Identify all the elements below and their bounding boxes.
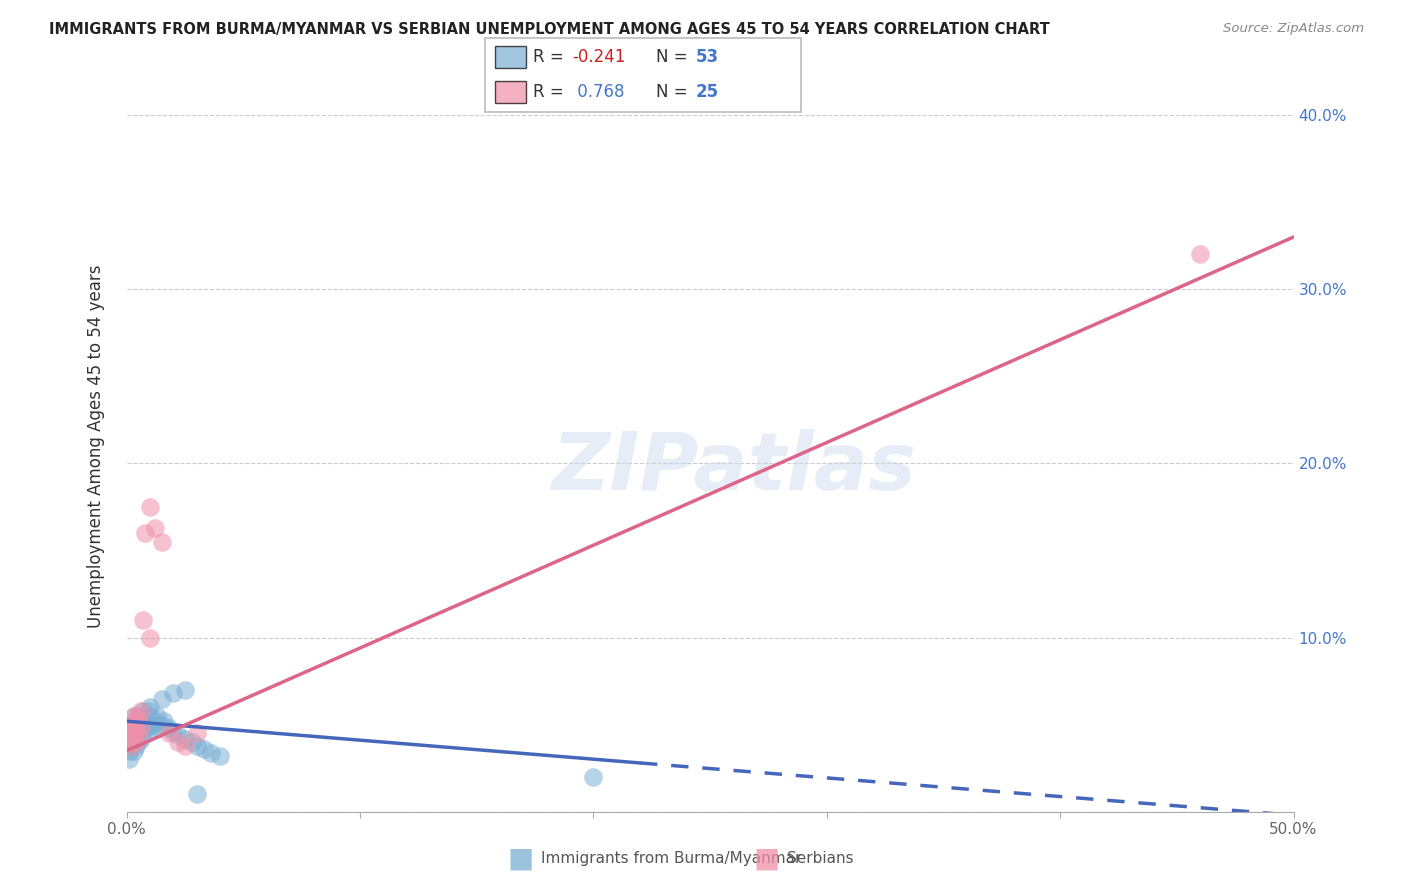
- Text: R =: R =: [533, 48, 568, 66]
- Point: [125, 714, 148, 728]
- Point: [127, 717, 149, 731]
- Text: 25: 25: [696, 83, 718, 101]
- Point: [120, 726, 142, 740]
- Text: ■: ■: [508, 844, 533, 872]
- Point: [174, 731, 197, 746]
- Point: [127, 726, 149, 740]
- Point: [129, 731, 152, 746]
- FancyBboxPatch shape: [485, 38, 801, 112]
- Point: [157, 721, 180, 735]
- Point: [157, 726, 180, 740]
- Point: [125, 739, 148, 753]
- Point: [193, 742, 215, 756]
- Point: [122, 735, 145, 749]
- Text: ■: ■: [754, 844, 779, 872]
- Point: [120, 717, 142, 731]
- Point: [186, 787, 208, 801]
- Point: [143, 714, 166, 728]
- Point: [122, 744, 145, 758]
- Point: [122, 709, 145, 723]
- Text: R =: R =: [533, 83, 568, 101]
- Point: [122, 721, 145, 735]
- Point: [125, 735, 148, 749]
- Point: [146, 709, 169, 723]
- Point: [134, 721, 156, 735]
- Point: [1189, 247, 1212, 261]
- Point: [118, 752, 141, 766]
- Point: [122, 717, 145, 731]
- Point: [129, 721, 152, 735]
- Text: N =: N =: [655, 83, 693, 101]
- Point: [200, 746, 222, 760]
- Point: [127, 726, 149, 740]
- Point: [148, 721, 170, 735]
- Point: [174, 739, 197, 753]
- Point: [120, 739, 142, 753]
- Point: [132, 726, 155, 740]
- Point: [132, 613, 155, 627]
- Point: [118, 735, 141, 749]
- Point: [118, 735, 141, 749]
- Point: [134, 709, 156, 723]
- Point: [139, 631, 162, 645]
- Text: IMMIGRANTS FROM BURMA/MYANMAR VS SERBIAN UNEMPLOYMENT AMONG AGES 45 TO 54 YEARS : IMMIGRANTS FROM BURMA/MYANMAR VS SERBIAN…: [49, 22, 1050, 37]
- Point: [153, 714, 176, 728]
- Point: [125, 731, 148, 746]
- Point: [120, 739, 142, 753]
- Point: [132, 704, 155, 718]
- Text: 53: 53: [696, 48, 718, 66]
- Point: [127, 709, 149, 723]
- Point: [208, 749, 231, 764]
- Point: [136, 704, 159, 718]
- Point: [162, 686, 184, 700]
- Point: [120, 731, 142, 746]
- Point: [582, 770, 605, 784]
- Point: [167, 735, 190, 749]
- Text: N =: N =: [655, 48, 693, 66]
- Point: [120, 717, 142, 731]
- Point: [143, 521, 166, 535]
- Point: [125, 714, 148, 728]
- Point: [186, 739, 208, 753]
- Point: [134, 526, 156, 541]
- FancyBboxPatch shape: [495, 45, 526, 68]
- Point: [122, 731, 145, 746]
- Point: [120, 726, 142, 740]
- Point: [122, 709, 145, 723]
- Point: [167, 728, 190, 742]
- Point: [162, 724, 184, 739]
- Point: [118, 744, 141, 758]
- Point: [150, 717, 173, 731]
- Point: [125, 721, 148, 735]
- Y-axis label: Unemployment Among Ages 45 to 54 years: Unemployment Among Ages 45 to 54 years: [87, 264, 105, 628]
- Point: [129, 709, 152, 723]
- Point: [186, 726, 208, 740]
- Point: [139, 700, 162, 714]
- Point: [141, 717, 163, 731]
- Text: Serbians: Serbians: [787, 851, 853, 865]
- Point: [118, 721, 141, 735]
- Point: [129, 721, 152, 735]
- Point: [139, 709, 162, 723]
- Text: Immigrants from Burma/Myanmar: Immigrants from Burma/Myanmar: [541, 851, 801, 865]
- Text: ZIPatlas: ZIPatlas: [551, 429, 915, 507]
- Point: [136, 717, 159, 731]
- Point: [127, 735, 149, 749]
- Text: -0.241: -0.241: [572, 48, 626, 66]
- Point: [150, 534, 173, 549]
- Text: 0.768: 0.768: [572, 83, 624, 101]
- Point: [139, 500, 162, 514]
- Point: [150, 691, 173, 706]
- Point: [127, 709, 149, 723]
- Point: [139, 721, 162, 735]
- Point: [174, 682, 197, 697]
- Text: Source: ZipAtlas.com: Source: ZipAtlas.com: [1223, 22, 1364, 36]
- Point: [129, 704, 152, 718]
- Point: [122, 726, 145, 740]
- Point: [180, 735, 202, 749]
- FancyBboxPatch shape: [495, 81, 526, 103]
- Point: [132, 717, 155, 731]
